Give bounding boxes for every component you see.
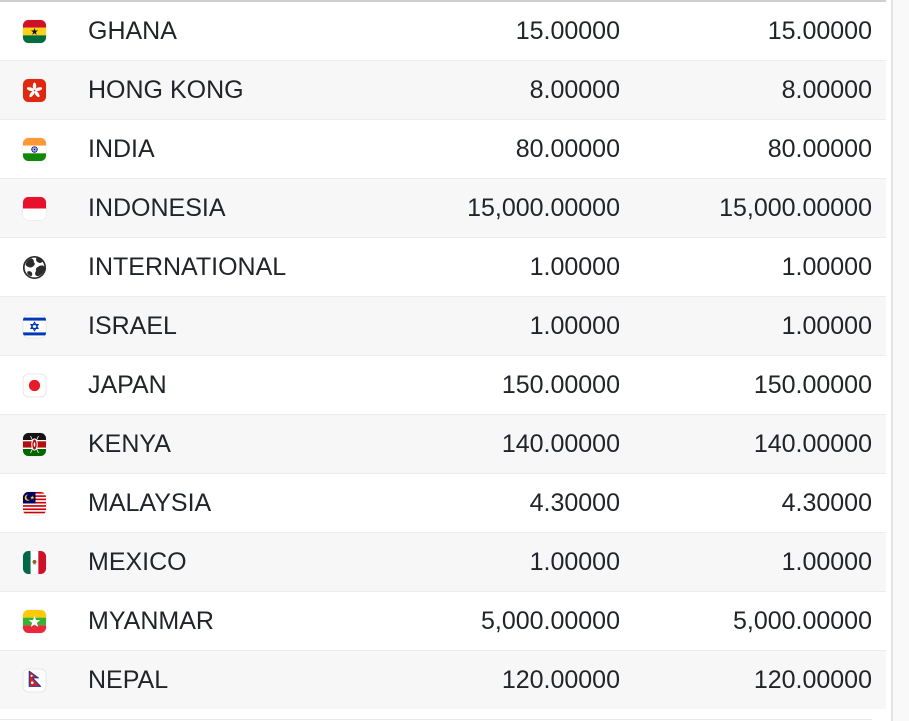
mexico-flag-icon (22, 550, 47, 575)
table-row: ISRAEL 1.00000 1.00000 (0, 296, 886, 356)
table-row: NEPAL 120.00000 120.00000 (0, 650, 886, 710)
myanmar-flag-icon (22, 609, 47, 634)
country-name: GHANA (88, 16, 177, 45)
country-name: INDIA (88, 134, 155, 163)
bottom-divider (0, 719, 872, 720)
country-cell: NEPAL (0, 651, 370, 710)
country-name: ISRAEL (88, 311, 177, 340)
table-row: INDIA 80.00000 80.00000 (0, 119, 886, 179)
rate-value-1-cell: 80.00000 (515, 134, 620, 163)
table-row: INDONESIA 15,000.00000 15,000.00000 (0, 178, 886, 238)
rate-value-1-cell: 120.00000 (501, 665, 620, 694)
vertical-scrollbar-track[interactable] (891, 0, 909, 721)
country-name: MYANMAR (88, 606, 214, 635)
country-name: HONG KONG (88, 75, 244, 104)
international-globe-flag-icon (22, 255, 47, 280)
japan-flag-icon (22, 373, 47, 398)
rate-value-2-cell: 120.00000 (753, 665, 872, 694)
rate-value-1-cell: 4.30000 (529, 488, 620, 517)
table-row: KENYA 140.00000 140.00000 (0, 414, 886, 474)
country-cell: MALAYSIA (0, 474, 370, 533)
rate-value-2-cell: 80.00000 (767, 134, 872, 163)
table-row: HONG KONG 8.00000 8.00000 (0, 60, 886, 120)
rate-value-1-cell: 8.00000 (529, 75, 620, 104)
india-flag-icon (22, 137, 47, 162)
rate-value-1-cell: 1.00000 (529, 547, 620, 576)
table-body: GHANA 15.00000 15.00000 HONG KONG 8.0000… (0, 1, 886, 709)
table-row: MEXICO 1.00000 1.00000 (0, 532, 886, 592)
ghana-flag-icon (22, 19, 47, 44)
country-name: INTERNATIONAL (88, 252, 287, 281)
hong-kong-flag-icon (22, 78, 47, 103)
country-cell: MYANMAR (0, 592, 370, 651)
country-cell: ISRAEL (0, 297, 370, 356)
rate-value-2-cell: 8.00000 (781, 75, 872, 104)
country-cell: INTERNATIONAL (0, 238, 370, 297)
rate-value-2-cell: 140.00000 (753, 429, 872, 458)
rate-value-1-cell: 1.00000 (529, 252, 620, 281)
rate-value-1-cell: 150.00000 (501, 370, 620, 399)
table-row: MYANMAR 5,000.00000 5,000.00000 (0, 591, 886, 651)
country-cell: MEXICO (0, 533, 370, 592)
rate-value-2-cell: 1.00000 (781, 547, 872, 576)
table-row: GHANA 15.00000 15.00000 (0, 1, 886, 61)
country-cell: INDIA (0, 120, 370, 179)
rate-value-2-cell: 150.00000 (753, 370, 872, 399)
country-name: JAPAN (88, 370, 167, 399)
rate-value-2-cell: 1.00000 (781, 311, 872, 340)
country-name: INDONESIA (88, 193, 226, 222)
country-cell: KENYA (0, 415, 370, 474)
nepal-flag-icon (22, 668, 47, 693)
rate-value-2-cell: 5,000.00000 (732, 606, 872, 635)
table-row: MALAYSIA 4.30000 4.30000 (0, 473, 886, 533)
country-cell: GHANA (0, 1, 370, 61)
kenya-flag-icon (22, 432, 47, 457)
rate-value-2-cell: 4.30000 (781, 488, 872, 517)
rate-value-2-cell: 1.00000 (781, 252, 872, 281)
country-name: MALAYSIA (88, 488, 212, 517)
malaysia-flag-icon (22, 491, 47, 516)
country-cell: INDONESIA (0, 179, 370, 238)
rate-value-1-cell: 140.00000 (501, 429, 620, 458)
country-name: NEPAL (88, 665, 169, 694)
rate-value-1-cell: 15,000.00000 (467, 193, 620, 222)
indonesia-flag-icon (22, 196, 47, 221)
country-cell: JAPAN (0, 356, 370, 415)
country-cell: HONG KONG (0, 61, 370, 120)
country-name: KENYA (88, 429, 171, 458)
table-row: JAPAN 150.00000 150.00000 (0, 355, 886, 415)
rate-value-1-cell: 1.00000 (529, 311, 620, 340)
israel-flag-icon (22, 314, 47, 339)
rate-value-2-cell: 15,000.00000 (719, 193, 872, 222)
rate-value-2-cell: 15.00000 (767, 16, 872, 45)
rate-value-1-cell: 5,000.00000 (480, 606, 620, 635)
currency-rates-table: GHANA 15.00000 15.00000 HONG KONG 8.0000… (0, 1, 886, 709)
country-name: MEXICO (88, 547, 187, 576)
table-row: INTERNATIONAL 1.00000 1.00000 (0, 237, 886, 297)
rate-value-1-cell: 15.00000 (515, 16, 620, 45)
